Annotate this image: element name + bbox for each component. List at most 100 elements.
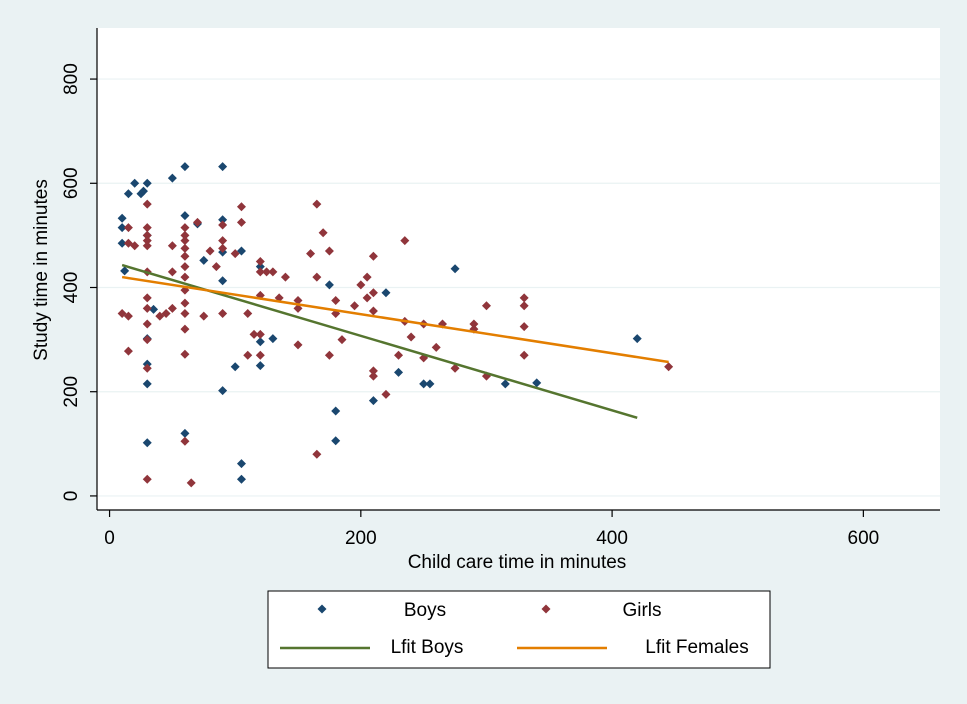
point <box>406 332 416 342</box>
legend-label: Boys <box>404 600 446 621</box>
point <box>180 236 190 246</box>
y-tick-label: 800 <box>61 63 82 95</box>
point <box>193 217 203 227</box>
point <box>123 189 133 199</box>
point <box>218 276 228 286</box>
legend-label: Lfit Females <box>645 637 748 658</box>
point <box>167 173 177 183</box>
point <box>312 449 322 459</box>
point <box>394 367 404 377</box>
point <box>167 267 177 277</box>
point <box>664 362 674 372</box>
point <box>218 386 228 396</box>
fit-line <box>121 275 669 364</box>
point <box>142 223 152 233</box>
x-axis-title: Child care time in minutes <box>408 552 627 573</box>
point <box>381 389 391 399</box>
point <box>362 272 372 282</box>
point <box>236 459 246 469</box>
point <box>142 178 152 188</box>
y-tick-label: 600 <box>61 167 82 199</box>
point <box>381 288 391 298</box>
point <box>117 213 127 223</box>
point <box>142 335 152 345</box>
point <box>167 303 177 313</box>
point <box>262 267 272 277</box>
point <box>255 337 265 347</box>
point <box>123 311 133 321</box>
y-tick-label: 200 <box>61 376 82 408</box>
point <box>180 251 190 261</box>
point <box>180 262 190 272</box>
point <box>120 266 130 276</box>
point <box>142 293 152 303</box>
point <box>142 319 152 329</box>
point <box>532 378 542 388</box>
point <box>180 309 190 319</box>
point <box>368 306 378 316</box>
point <box>324 280 334 290</box>
point <box>180 324 190 334</box>
point <box>255 256 265 266</box>
point <box>324 246 334 256</box>
point <box>450 363 460 373</box>
point <box>180 298 190 308</box>
point <box>368 366 378 376</box>
point <box>350 301 360 311</box>
point <box>255 329 265 339</box>
point <box>519 301 529 311</box>
point <box>218 243 228 253</box>
point <box>362 293 372 303</box>
point <box>180 349 190 359</box>
point <box>230 362 240 372</box>
plot-area <box>97 28 940 510</box>
point <box>337 335 347 345</box>
legend-entries: Boys Girls Lfit Boys Lfit Females <box>280 600 749 658</box>
point <box>142 230 152 240</box>
point <box>419 379 429 389</box>
point <box>218 220 228 230</box>
point <box>293 303 303 313</box>
point <box>236 202 246 212</box>
point <box>331 296 341 306</box>
legend-label: Lfit Boys <box>391 637 464 658</box>
point <box>142 363 152 373</box>
grid <box>97 78 940 497</box>
point <box>180 223 190 233</box>
point <box>123 346 133 356</box>
point <box>218 215 228 225</box>
point <box>255 350 265 360</box>
legend-symbol <box>541 604 551 614</box>
point <box>268 267 278 277</box>
point <box>161 309 171 319</box>
point <box>130 241 140 251</box>
point <box>368 396 378 406</box>
point <box>149 304 159 314</box>
legend <box>267 590 771 669</box>
point <box>130 178 140 188</box>
y-axis-title: Study time in minutes <box>31 179 52 361</box>
point <box>142 241 152 251</box>
point <box>236 217 246 227</box>
x-tick-label: 400 <box>596 528 628 549</box>
point <box>142 474 152 484</box>
point <box>180 211 190 221</box>
point <box>142 236 152 246</box>
point <box>180 243 190 253</box>
point <box>243 309 253 319</box>
point <box>180 230 190 240</box>
point <box>394 350 404 360</box>
y-tick-label: 0 <box>61 491 82 502</box>
point <box>167 241 177 251</box>
point <box>400 236 410 246</box>
point <box>243 350 253 360</box>
legend-label: Girls <box>622 600 661 621</box>
point <box>356 280 366 290</box>
point <box>312 272 322 282</box>
point <box>180 428 190 438</box>
point <box>500 379 510 389</box>
point <box>180 436 190 446</box>
point <box>180 272 190 282</box>
point <box>138 186 148 196</box>
point <box>331 406 341 416</box>
